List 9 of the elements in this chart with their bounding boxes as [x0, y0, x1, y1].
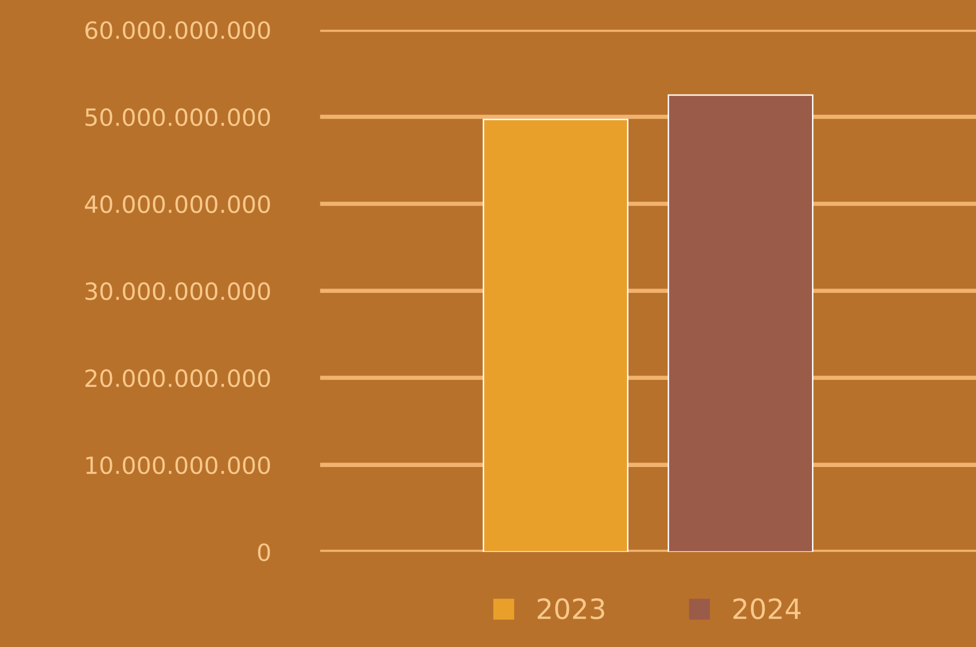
y-tick-label: 20.000.000.000 — [85, 369, 270, 388]
y-tick-label: 60.000.000.000 — [85, 21, 270, 40]
legend-label: 2023 — [538, 598, 604, 620]
y-tick-label: 0 — [258, 543, 270, 562]
legend-label: 2024 — [733, 598, 801, 620]
y-tick-label: 30.000.000.000 — [86, 282, 270, 300]
y-tick-label: 10.000.000.000 — [86, 456, 270, 474]
y-tick-label: 40.000.000.000 — [84, 195, 270, 214]
y-tick-label: 50.000.000.000 — [86, 108, 270, 126]
